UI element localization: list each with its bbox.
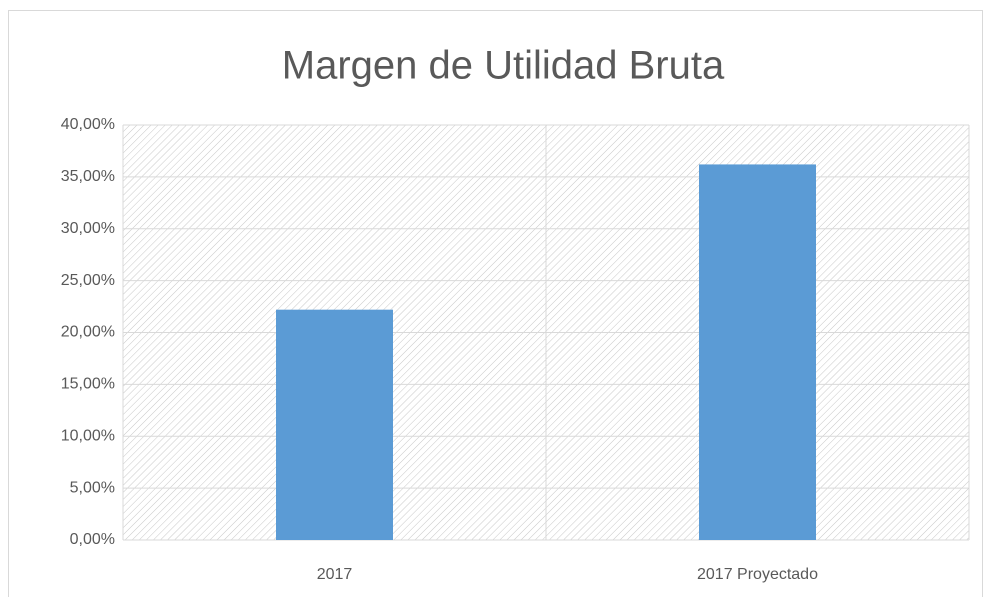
y-tick-label: 10,00%: [61, 427, 115, 444]
x-tick-label: 2017: [317, 566, 353, 583]
y-tick-label: 35,00%: [61, 168, 115, 185]
chart-title: Margen de Utilidad Bruta: [282, 44, 725, 88]
y-tick-label: 40,00%: [61, 116, 115, 133]
bar: [698, 164, 817, 541]
y-tick-label: 25,00%: [61, 272, 115, 289]
y-tick-label: 0,00%: [70, 531, 115, 548]
y-tick-label: 5,00%: [70, 479, 115, 496]
y-tick-label: 15,00%: [61, 376, 115, 393]
x-tick-label: 2017 Proyectado: [697, 566, 818, 583]
bar: [275, 309, 394, 540]
y-tick-label: 30,00%: [61, 220, 115, 237]
y-tick-label: 20,00%: [61, 324, 115, 341]
